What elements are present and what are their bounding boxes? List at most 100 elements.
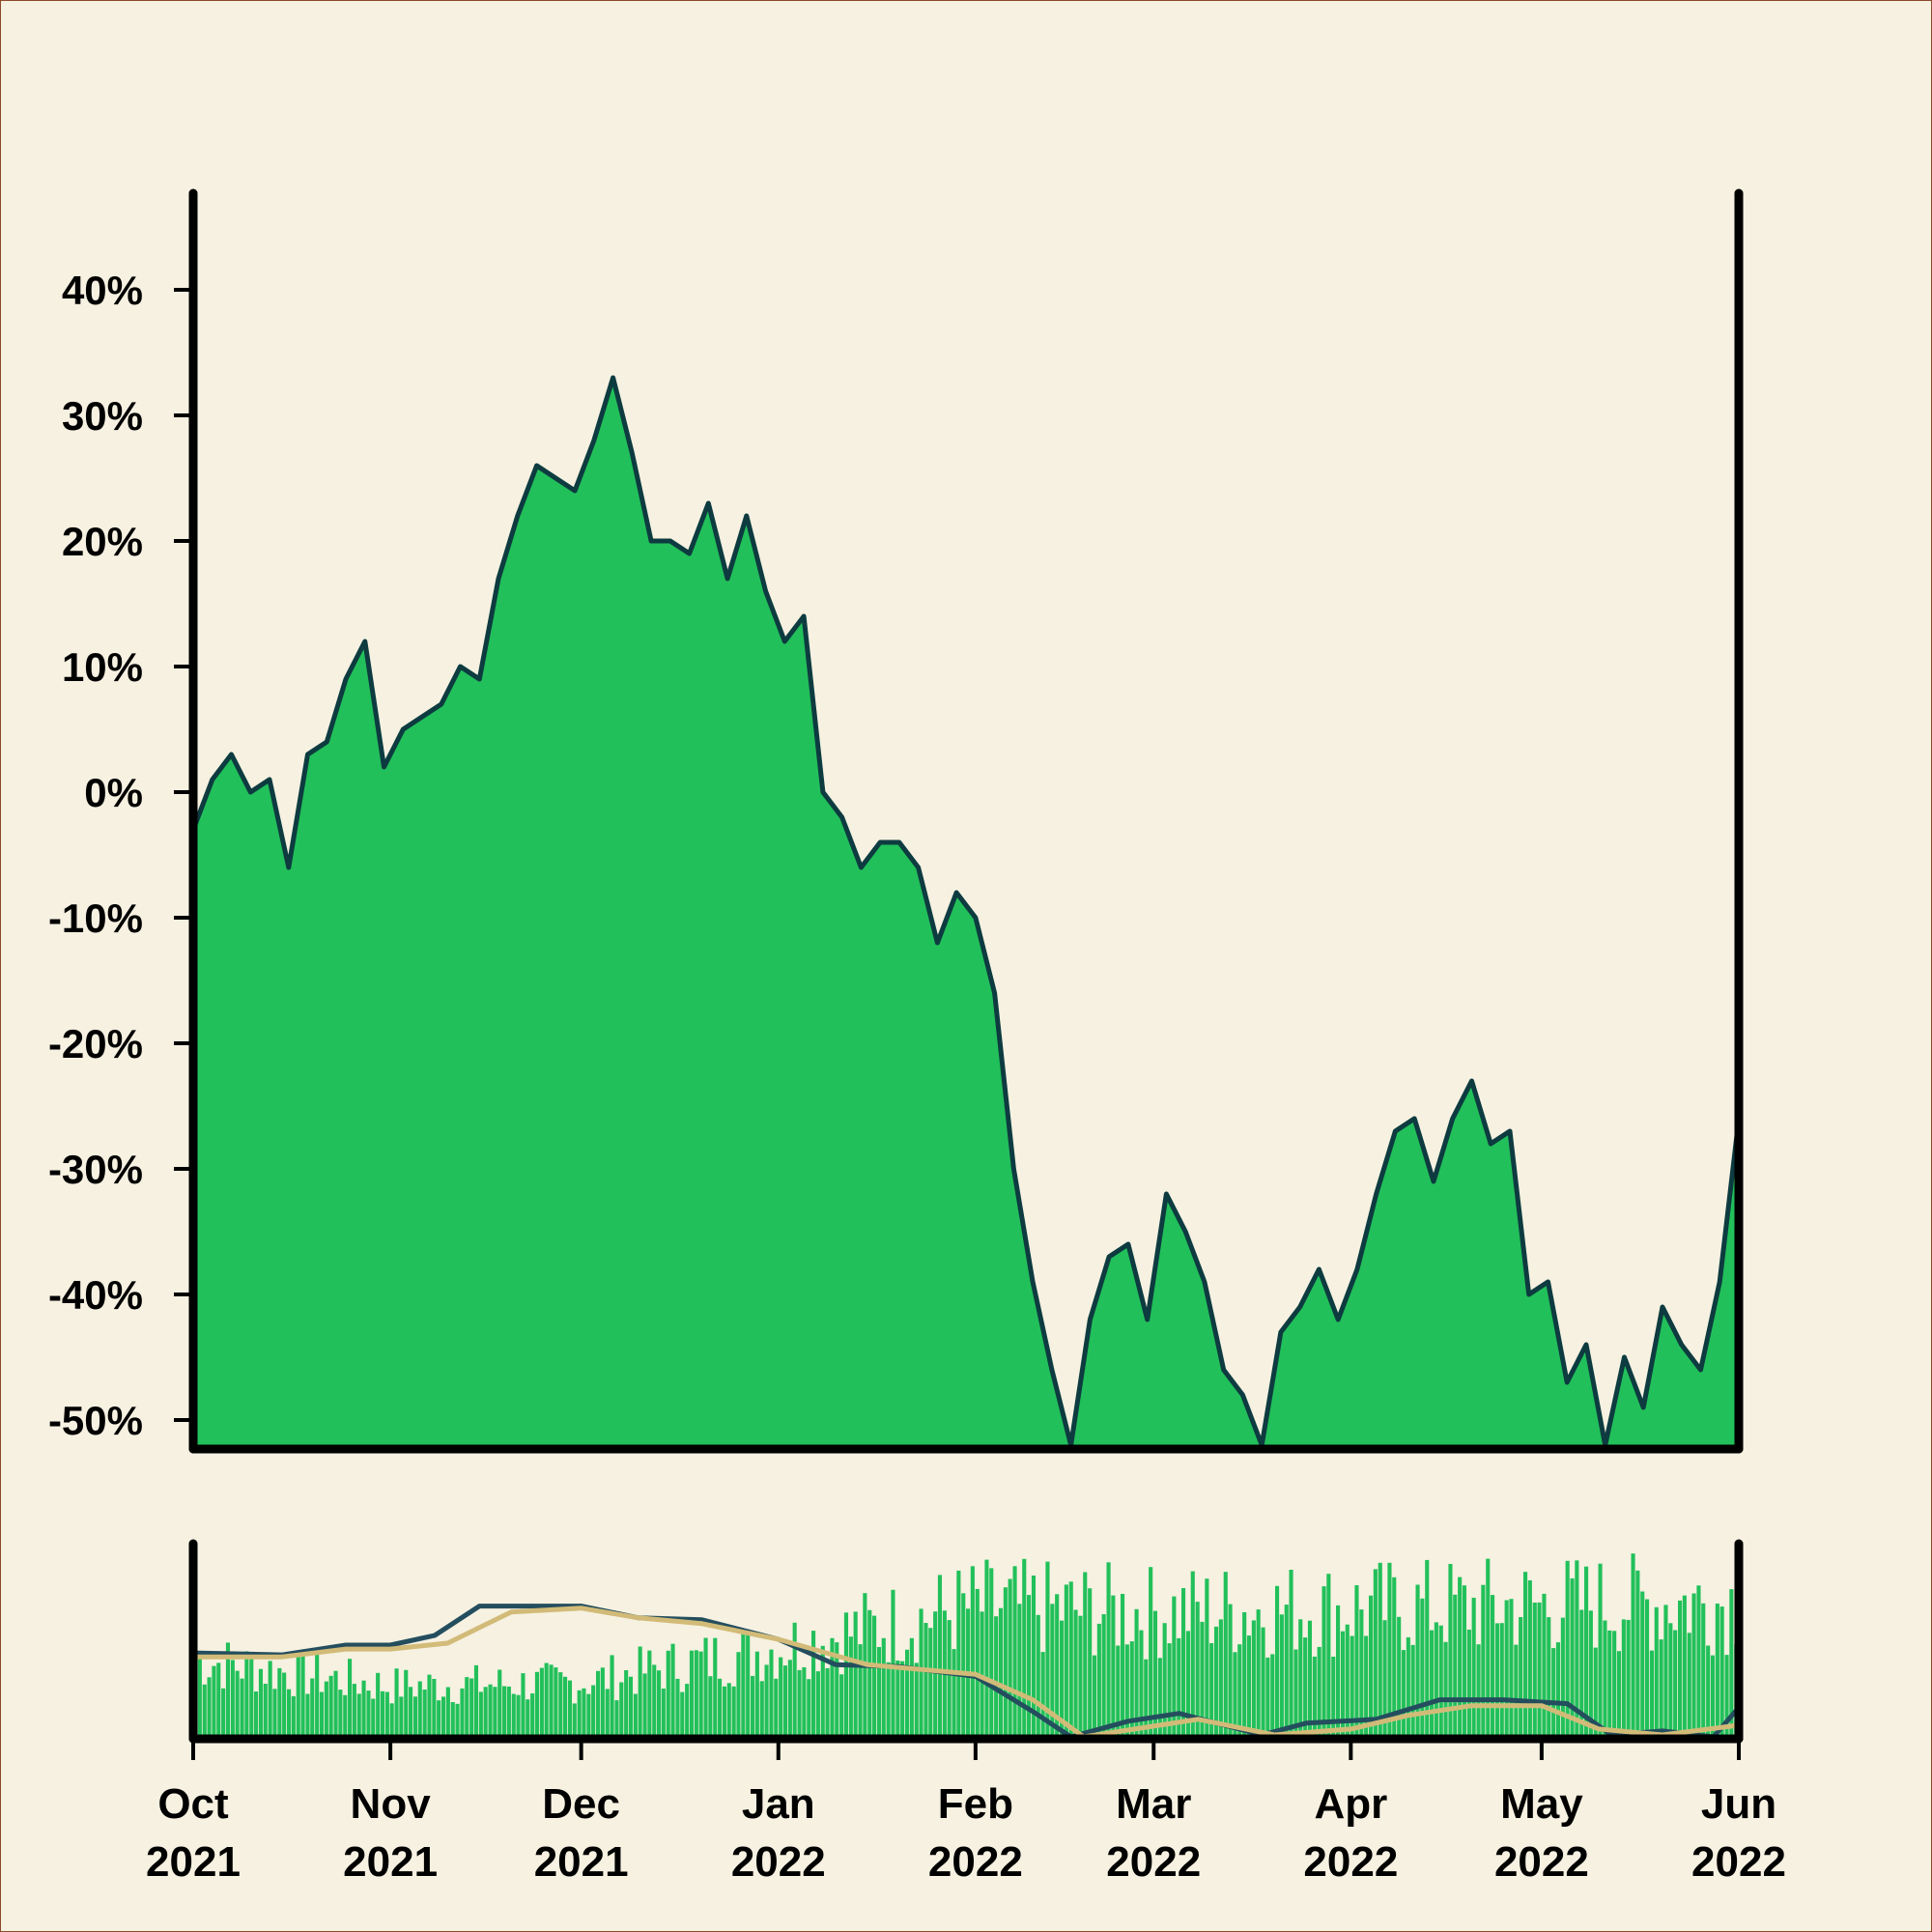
- x-tick-month: Jun: [1701, 1780, 1776, 1828]
- indicator-bar: [1603, 1620, 1607, 1739]
- indicator-bar: [530, 1693, 535, 1739]
- indicator-bar: [1261, 1627, 1265, 1739]
- indicator-bar: [558, 1672, 563, 1739]
- indicator-bar: [1359, 1609, 1364, 1739]
- indicator-bar: [1631, 1553, 1635, 1739]
- indicator-bar: [469, 1678, 474, 1739]
- indicator-bar: [1458, 1577, 1463, 1739]
- indicator-bar: [1134, 1608, 1139, 1739]
- indicator-bar: [1293, 1649, 1298, 1739]
- indicator-bar: [1185, 1631, 1191, 1739]
- indicator-bar: [1382, 1620, 1387, 1739]
- indicator-bar: [1017, 1604, 1022, 1739]
- x-axis-ticks: Oct 2021 Nov 2021 Dec 2021 Jan 2022 Feb 2022 Mar 20…: [146, 1741, 1786, 1886]
- indicator-bar: [324, 1681, 328, 1739]
- x-tick-month: Mar: [1116, 1780, 1191, 1828]
- indicator-bar: [1083, 1572, 1088, 1739]
- indicator-bar: [1706, 1645, 1711, 1739]
- indicator-bar: [549, 1664, 554, 1739]
- y-tick-label: -30%: [48, 1147, 143, 1192]
- x-tick-year: 2022: [928, 1838, 1023, 1886]
- main-chart-panel: 40% 30% 20% 10% 0% -10% -20% -30% -40% -50%: [48, 188, 1744, 1454]
- indicator-bar: [268, 1661, 272, 1739]
- indicator-bar: [1298, 1619, 1303, 1739]
- indicator-bar: [1008, 1578, 1012, 1739]
- indicator-bar: [933, 1611, 938, 1739]
- indicator-fast-line: [190, 1604, 1742, 1740]
- indicator-bar: [797, 1669, 802, 1739]
- indicator-bar: [1022, 1558, 1027, 1739]
- x-tick-year: 2022: [1691, 1838, 1786, 1886]
- x-tick-month: May: [1500, 1780, 1583, 1828]
- indicator-bar: [1181, 1588, 1186, 1739]
- indicator-bar: [1645, 1599, 1650, 1739]
- indicator-bar: [675, 1678, 680, 1739]
- indicator-bar: [310, 1678, 315, 1739]
- indicator-bar: [1551, 1648, 1556, 1739]
- indicator-bar: [1350, 1635, 1354, 1739]
- indicator-bar: [1200, 1621, 1205, 1739]
- indicator-bar: [1157, 1658, 1162, 1739]
- indicator-bar: [488, 1684, 493, 1739]
- indicator-bar: [1729, 1589, 1734, 1739]
- indicator-bar: [895, 1661, 900, 1739]
- indicator-bar: [1616, 1651, 1622, 1739]
- indicator-bar: [1345, 1624, 1350, 1739]
- indicator-bar: [787, 1660, 792, 1739]
- indicator-bar: [1575, 1560, 1579, 1739]
- indicator-bar: [769, 1649, 774, 1739]
- indicator-bar: [1251, 1620, 1256, 1739]
- indicator-bar: [1401, 1650, 1406, 1739]
- indicator-bar: [554, 1667, 558, 1739]
- x-tick-month: Apr: [1314, 1780, 1387, 1828]
- indicator-bar: [1096, 1623, 1101, 1739]
- indicator-bar: [1387, 1562, 1392, 1739]
- indicator-bar: [685, 1684, 690, 1739]
- indicator-bar: [1088, 1588, 1093, 1739]
- indicator-bar: [666, 1650, 670, 1739]
- indicator-bar: [1443, 1641, 1448, 1739]
- price-area: [193, 378, 1739, 1449]
- y-tick-label: -40%: [48, 1272, 143, 1318]
- indicator-bar: [1195, 1602, 1200, 1739]
- indicator-bar: [1036, 1614, 1040, 1739]
- indicator-bar: [1101, 1614, 1106, 1739]
- indicator-bar: [708, 1676, 713, 1739]
- indicator-bar: [952, 1649, 956, 1739]
- x-tick-month: Dec: [542, 1780, 620, 1828]
- y-tick-label: -10%: [48, 895, 143, 941]
- indicator-bar: [876, 1647, 882, 1739]
- indicator-bar: [858, 1644, 863, 1739]
- x-tick-month: Nov: [351, 1780, 432, 1828]
- indicator-bar: [746, 1630, 751, 1739]
- indicator-bar: [1687, 1633, 1691, 1739]
- indicator-bar: [493, 1687, 497, 1739]
- indicator-bar: [698, 1651, 703, 1739]
- indicator-bar: [694, 1650, 698, 1739]
- indicator-bar: [1420, 1598, 1425, 1739]
- indicator-bar: [1045, 1561, 1050, 1739]
- indicator-bar: [1317, 1646, 1321, 1739]
- indicator-bar: [1121, 1594, 1125, 1739]
- indicator-bar: [914, 1662, 919, 1739]
- indicator-bar: [1064, 1584, 1068, 1739]
- indicator-bar: [1678, 1600, 1683, 1739]
- indicator-bar: [619, 1682, 624, 1739]
- indicator-bar: [802, 1667, 807, 1739]
- indicator-bar: [905, 1649, 910, 1739]
- indicator-bar: [272, 1689, 277, 1739]
- indicator-bar: [516, 1694, 521, 1739]
- indicator-bar: [1068, 1581, 1073, 1739]
- indicator-bar: [1209, 1643, 1214, 1739]
- indicator-bar: [759, 1681, 764, 1739]
- indicator-bar: [1514, 1644, 1519, 1739]
- indicator-bar: [1719, 1606, 1724, 1739]
- indicator-bar: [506, 1686, 511, 1739]
- indicator-bar: [886, 1662, 891, 1739]
- indicator-bar: [741, 1632, 746, 1739]
- indicator-bar: [1532, 1603, 1537, 1739]
- x-tick-year: 2021: [343, 1838, 438, 1886]
- indicator-bar: [1116, 1645, 1121, 1739]
- indicator-bar: [1579, 1609, 1584, 1739]
- indicator-bar: [591, 1685, 596, 1739]
